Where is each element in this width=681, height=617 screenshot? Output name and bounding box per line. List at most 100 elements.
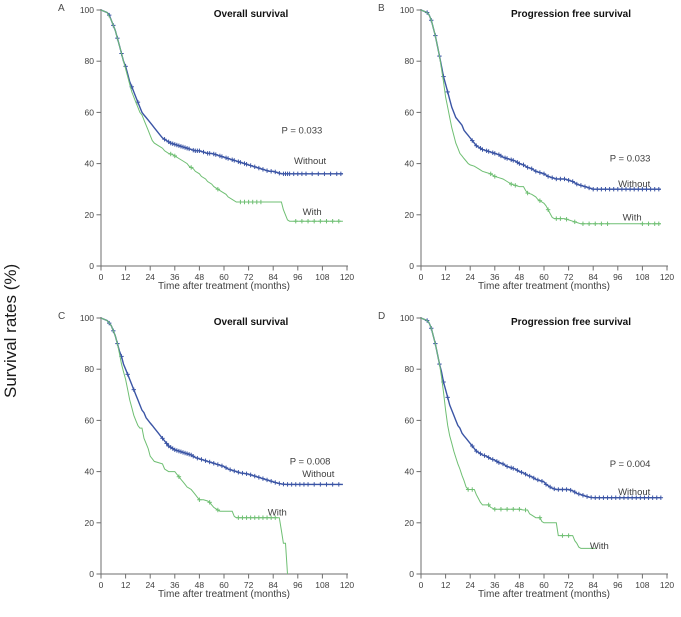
x-axis-label-b: Time after treatment (months) [478,281,610,292]
svg-text:20: 20 [85,210,95,220]
svg-text:40: 40 [85,159,95,169]
svg-text:24: 24 [465,580,475,590]
svg-text:96: 96 [613,580,623,590]
svg-text:84: 84 [588,580,598,590]
svg-text:36: 36 [490,272,500,282]
x-axis-label-d: Time after treatment (months) [478,589,610,600]
svg-text:20: 20 [85,518,95,528]
svg-text:60: 60 [219,272,229,282]
svg-text:36: 36 [490,580,500,590]
svg-text:Without: Without [618,179,651,190]
svg-text:0: 0 [419,580,424,590]
km-plot-b: 0 20 40 60 80 100 0 12 24 36 48 60 72 84 96 108 120 Witho… [400,5,675,282]
panel-c: 0 20 40 60 80 100 0 12 24 36 48 60 72 84 96 108 120 Witho… [30,308,361,610]
km-plot-d: 0 20 40 60 80 100 0 12 24 36 48 60 72 84 96 108 120 Witho… [400,313,675,590]
svg-text:Without: Without [618,487,651,498]
svg-text:60: 60 [405,107,415,117]
svg-text:36: 36 [170,272,180,282]
svg-text:60: 60 [539,580,549,590]
svg-text:72: 72 [564,272,574,282]
svg-text:P = 0.004: P = 0.004 [610,459,651,470]
svg-text:60: 60 [405,415,415,425]
svg-text:80: 80 [85,56,95,66]
svg-text:60: 60 [539,272,549,282]
svg-text:40: 40 [85,467,95,477]
panel-title-a: Overall survival [213,9,289,20]
panel-title-c: Overall survival [213,317,289,328]
svg-text:84: 84 [268,580,278,590]
svg-text:P = 0.033: P = 0.033 [610,153,651,164]
panel-b: 0 20 40 60 80 100 0 12 24 36 48 60 72 84 96 108 120 Witho… [350,0,681,302]
km-plot-c: 0 20 40 60 80 100 0 12 24 36 48 60 72 84 96 108 120 Witho… [80,313,355,590]
svg-text:0: 0 [89,569,94,579]
svg-text:120: 120 [660,580,674,590]
panel-title-d: Progression free survival [510,317,632,328]
svg-text:72: 72 [564,580,574,590]
svg-text:60: 60 [85,107,95,117]
y-axis-label: Survival rates (%) [1,263,20,398]
x-axis-label-c: Time after treatment (months) [158,589,290,600]
panel-letter-a: A [58,3,65,14]
svg-text:120: 120 [660,272,674,282]
svg-text:20: 20 [405,518,415,528]
svg-text:Without: Without [302,469,335,480]
panel-letter-d: D [378,311,386,322]
svg-text:108: 108 [315,272,329,282]
svg-text:0: 0 [99,272,104,282]
svg-text:40: 40 [405,159,415,169]
svg-text:24: 24 [145,580,155,590]
svg-text:100: 100 [400,313,414,323]
svg-text:60: 60 [219,580,229,590]
svg-text:100: 100 [80,5,94,15]
svg-text:84: 84 [588,272,598,282]
svg-text:0: 0 [409,569,414,579]
svg-text:With: With [623,212,642,223]
svg-text:96: 96 [293,580,303,590]
svg-text:84: 84 [268,272,278,282]
svg-text:48: 48 [515,580,525,590]
svg-text:100: 100 [400,5,414,15]
svg-text:100: 100 [80,313,94,323]
svg-text:96: 96 [613,272,623,282]
svg-text:0: 0 [409,261,414,271]
svg-text:0: 0 [419,272,424,282]
svg-text:48: 48 [195,580,205,590]
svg-text:With: With [303,207,322,218]
svg-text:60: 60 [85,415,95,425]
svg-text:40: 40 [405,467,415,477]
svg-text:48: 48 [195,272,205,282]
panel-title-b: Progression free survival [510,9,632,20]
svg-text:96: 96 [293,272,303,282]
svg-text:24: 24 [465,272,475,282]
panel-letter-b: B [378,3,385,14]
svg-text:0: 0 [89,261,94,271]
svg-text:20: 20 [405,210,415,220]
svg-text:80: 80 [405,56,415,66]
svg-text:108: 108 [315,580,329,590]
svg-text:12: 12 [441,272,451,282]
svg-text:72: 72 [244,580,254,590]
svg-text:36: 36 [170,580,180,590]
svg-text:120: 120 [340,580,354,590]
svg-text:12: 12 [121,580,131,590]
svg-text:0: 0 [99,580,104,590]
svg-text:12: 12 [441,580,451,590]
panel-letter-c: C [58,311,66,322]
km-plot-a: 0 20 40 60 80 100 0 12 24 36 48 60 72 84 96 108 120 Witho… [80,5,355,282]
svg-text:108: 108 [635,580,649,590]
svg-text:12: 12 [121,272,131,282]
svg-text:120: 120 [340,272,354,282]
svg-text:P = 0.033: P = 0.033 [282,125,323,136]
svg-text:48: 48 [515,272,525,282]
svg-text:80: 80 [405,364,415,374]
svg-text:24: 24 [145,272,155,282]
svg-text:72: 72 [244,272,254,282]
panel-a: 0 20 40 60 80 100 0 12 24 36 48 60 72 84 96 108 120 Witho… [30,0,361,302]
svg-text:P = 0.008: P = 0.008 [290,456,331,467]
svg-text:108: 108 [635,272,649,282]
svg-text:Without: Without [294,156,327,167]
svg-text:With: With [590,541,609,552]
panel-d: 0 20 40 60 80 100 0 12 24 36 48 60 72 84 96 108 120 Witho… [350,308,681,610]
svg-text:With: With [268,508,287,519]
